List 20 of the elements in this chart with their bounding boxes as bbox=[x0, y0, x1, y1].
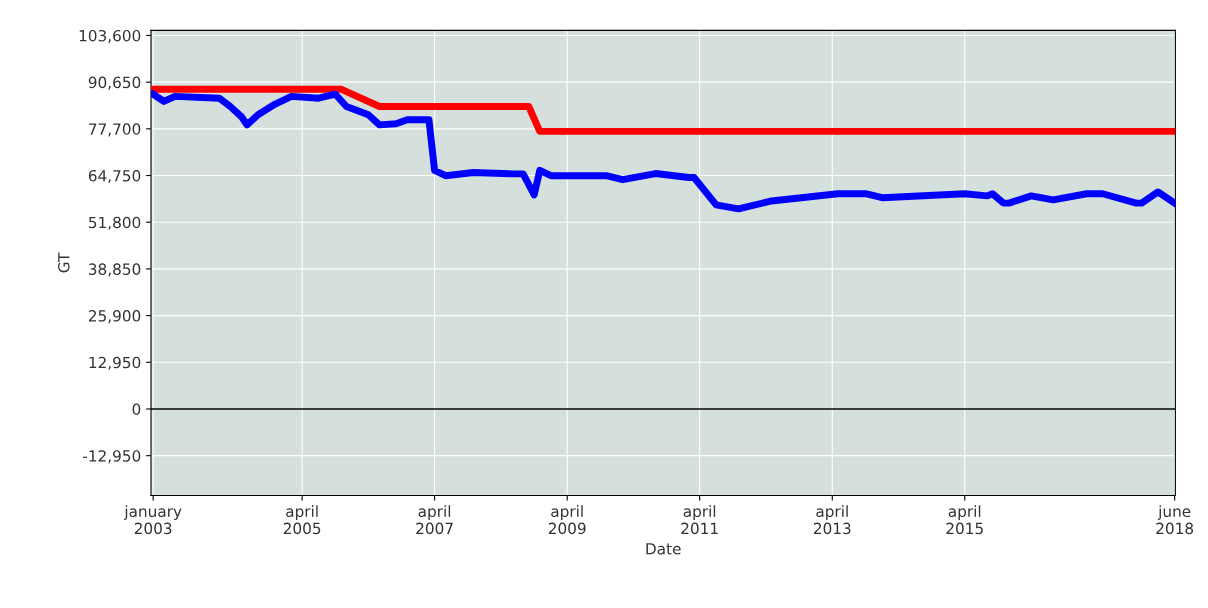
x-tick-label: april 2011 bbox=[681, 505, 718, 535]
x-tick-label: april 2005 bbox=[283, 505, 321, 535]
y-tick-label: 77,700 bbox=[89, 123, 141, 137]
y-tick-label: -12,950 bbox=[83, 450, 141, 464]
y-axis-title: GT bbox=[58, 252, 70, 273]
y-tick-label: 64,750 bbox=[88, 169, 141, 184]
x-tick-label: april 2007 bbox=[416, 505, 453, 535]
y-tick-label: 0 bbox=[132, 403, 141, 416]
y-tick-label: 12,950 bbox=[89, 356, 141, 370]
y-tick-label: 103,600 bbox=[79, 29, 141, 44]
y-tick-label: 38,850 bbox=[88, 263, 141, 277]
y-tick-label: 51,800 bbox=[89, 216, 141, 230]
x-tick-label: june 2018 bbox=[1156, 505, 1194, 535]
x-tick-label: april 2009 bbox=[548, 505, 586, 535]
x-tick-label: january 2003 bbox=[124, 505, 182, 535]
x-tick-label: april 2015 bbox=[946, 505, 983, 535]
x-axis-title: Date bbox=[646, 543, 681, 555]
x-tick-label: april 2013 bbox=[813, 505, 851, 535]
y-tick-label: 90,650 bbox=[88, 76, 141, 90]
y-tick-label: 25,900 bbox=[88, 310, 141, 324]
